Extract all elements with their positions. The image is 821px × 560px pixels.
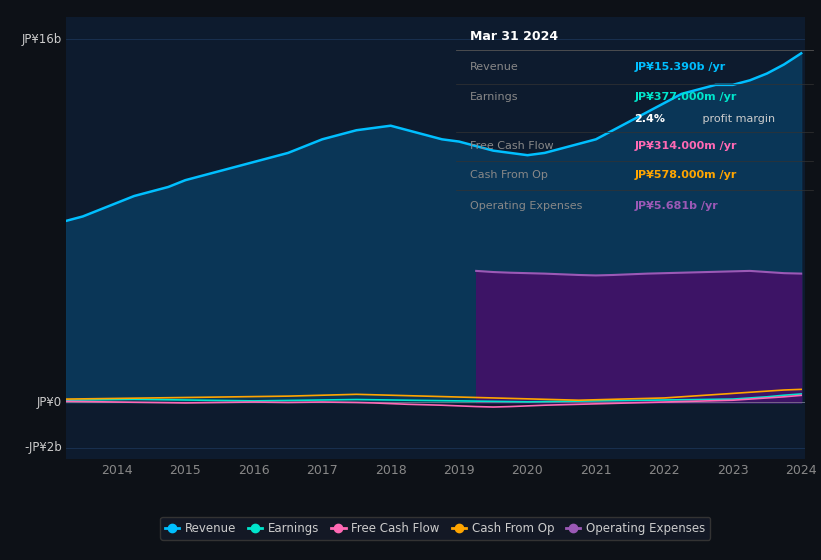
Text: JP¥5.681b /yr: JP¥5.681b /yr: [635, 201, 718, 211]
Text: JP¥314.000m /yr: JP¥314.000m /yr: [635, 141, 736, 151]
Text: JP¥15.390b /yr: JP¥15.390b /yr: [635, 62, 726, 72]
Text: JP¥16b: JP¥16b: [21, 33, 62, 46]
Text: Operating Expenses: Operating Expenses: [470, 201, 582, 211]
Text: JP¥0: JP¥0: [37, 396, 62, 409]
Text: Mar 31 2024: Mar 31 2024: [470, 30, 558, 43]
Legend: Revenue, Earnings, Free Cash Flow, Cash From Op, Operating Expenses: Revenue, Earnings, Free Cash Flow, Cash …: [160, 517, 710, 540]
Text: profit margin: profit margin: [699, 114, 775, 124]
Text: JP¥578.000m /yr: JP¥578.000m /yr: [635, 170, 736, 180]
Text: Earnings: Earnings: [470, 92, 518, 102]
Text: Revenue: Revenue: [470, 62, 519, 72]
Text: Free Cash Flow: Free Cash Flow: [470, 141, 553, 151]
Text: JP¥377.000m /yr: JP¥377.000m /yr: [635, 92, 736, 102]
Text: -JP¥2b: -JP¥2b: [25, 441, 62, 454]
Text: Cash From Op: Cash From Op: [470, 170, 548, 180]
Text: 2.4%: 2.4%: [635, 114, 665, 124]
